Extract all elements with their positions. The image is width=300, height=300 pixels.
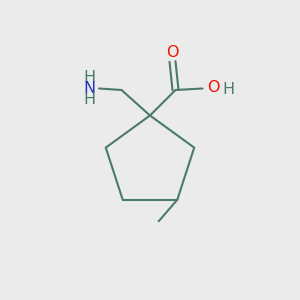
Text: O: O — [207, 80, 220, 95]
Text: H: H — [83, 70, 95, 85]
Text: N: N — [83, 81, 95, 96]
Text: H: H — [83, 92, 95, 107]
Text: O: O — [166, 45, 179, 60]
Text: H: H — [222, 82, 234, 98]
